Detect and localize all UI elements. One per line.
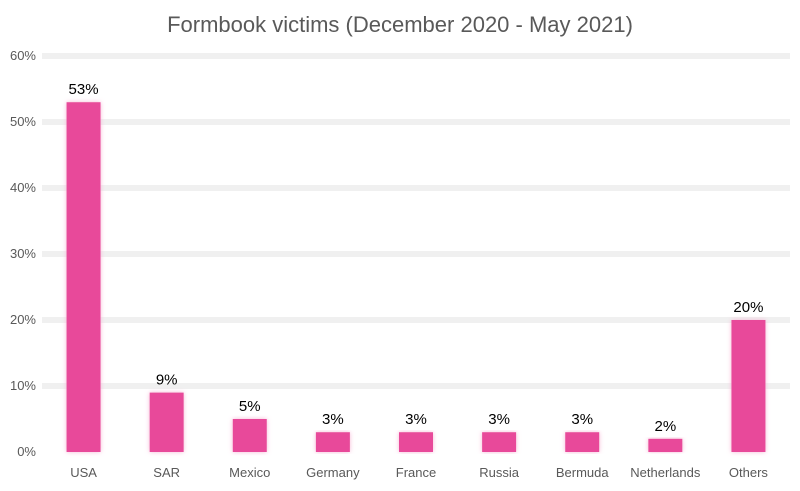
chart-title: Formbook victims (December 2020 - May 20… xyxy=(167,12,633,37)
data-label-mexico: 5% xyxy=(239,398,261,415)
x-tick-label: Others xyxy=(729,465,769,480)
bar-netherlands xyxy=(648,438,683,452)
y-tick-label: 0% xyxy=(17,444,36,459)
x-tick-label: USA xyxy=(70,465,97,480)
data-label-russia: 3% xyxy=(488,411,510,428)
bar-russia xyxy=(482,432,517,452)
x-tick-label: France xyxy=(396,465,436,480)
bar-france xyxy=(399,432,433,452)
y-tick-label: 20% xyxy=(10,312,36,327)
data-label-germany: 3% xyxy=(322,411,344,428)
data-labels: 53% 9% 5% 3% 3% 3% 3% 2% 20% xyxy=(69,81,764,435)
bar-others xyxy=(731,320,766,452)
y-tick-label: 60% xyxy=(10,48,36,63)
gridlines xyxy=(42,53,790,389)
bar-mexico xyxy=(232,419,267,452)
bar-bermuda xyxy=(565,432,600,452)
bars xyxy=(66,102,766,452)
x-tick-label: Bermuda xyxy=(556,465,610,480)
y-tick-label: 40% xyxy=(10,180,36,195)
x-tick-label: Mexico xyxy=(229,465,270,480)
x-tick-label: Netherlands xyxy=(630,465,701,480)
y-tick-label: 30% xyxy=(10,246,36,261)
data-label-sar: 9% xyxy=(156,372,178,389)
data-label-netherlands: 2% xyxy=(654,418,676,435)
data-label-bermuda: 3% xyxy=(571,411,593,428)
y-tick-label: 50% xyxy=(10,114,36,129)
data-label-usa: 53% xyxy=(69,81,99,98)
x-axis-tick-labels: USA SAR Mexico Germany France Russia Bermuda Ne… xyxy=(70,465,768,480)
y-tick-label: 10% xyxy=(10,378,36,393)
x-tick-label: Germany xyxy=(306,465,360,480)
bar-germany xyxy=(315,432,350,452)
y-axis-tick-labels: 0% 10% 20% 30% 40% 50% 60% xyxy=(10,48,36,459)
x-tick-label: Russia xyxy=(479,465,520,480)
bar-sar xyxy=(149,392,184,452)
x-tick-label: SAR xyxy=(153,465,180,480)
bar-usa xyxy=(66,102,101,452)
data-label-france: 3% xyxy=(405,411,427,428)
data-label-others: 20% xyxy=(733,299,763,316)
